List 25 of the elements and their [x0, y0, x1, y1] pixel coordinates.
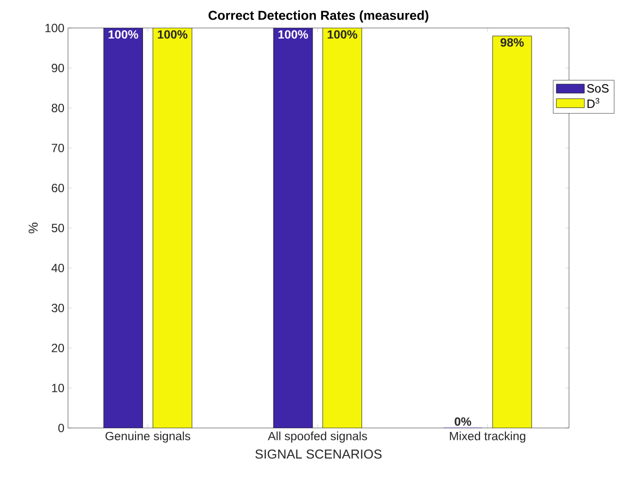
- y-tick-label: 40: [51, 264, 64, 272]
- data-label: 98%: [500, 38, 524, 47]
- y-tick-label: 70: [52, 144, 64, 152]
- y-tick-label: 80: [52, 104, 64, 112]
- y-tick-label: 10: [52, 384, 64, 392]
- x-tick-label: Genuine signals: [106, 432, 190, 443]
- legend-label: D$^{3}$: [588, 98, 600, 108]
- y-tick-label: 30: [52, 304, 64, 312]
- x-tick-label: All spoofed signals: [268, 432, 368, 443]
- data-label: 100%: [328, 30, 358, 39]
- data-label: 0%: [454, 417, 472, 426]
- y-tick-label: 90: [52, 64, 64, 72]
- data-label: 100%: [278, 30, 308, 39]
- chart-title: Correct Detection Rates (measured): [208, 10, 428, 22]
- legend-label: SoS: [587, 84, 609, 93]
- y-tick-label: 100: [45, 24, 64, 32]
- y-tick-label: 0: [58, 424, 64, 432]
- y-tick-label: 20: [52, 344, 64, 352]
- x-axis-title: SIGNAL SCENARIOS: [255, 449, 382, 459]
- data-label: 100%: [108, 30, 138, 39]
- y-tick-label: 60: [52, 184, 64, 192]
- data-label: 100%: [158, 30, 188, 39]
- y-axis-title: %: [28, 222, 38, 234]
- x-tick-label: Mixed tracking: [450, 432, 526, 443]
- y-tick-label: 50: [52, 224, 64, 232]
